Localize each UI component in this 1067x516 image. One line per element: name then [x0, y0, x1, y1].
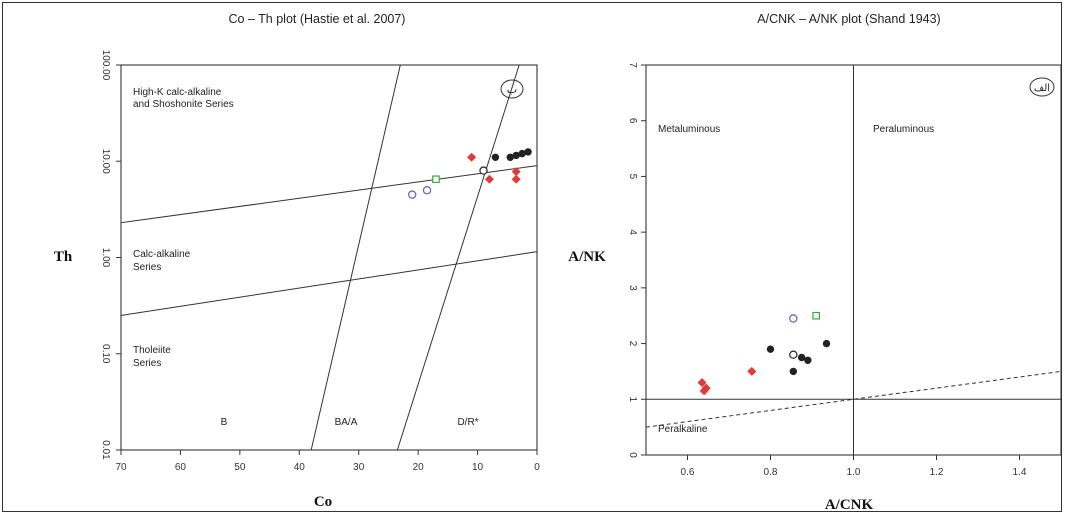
data-point [491, 153, 500, 161]
data-point [789, 314, 798, 323]
region-peraluminous-label: Peraluminous [873, 124, 934, 135]
y-tick-label: 1.00 [100, 248, 111, 268]
region-calc-alkaline-label-2: Series [133, 262, 161, 273]
x-tick-label: 1.0 [847, 467, 861, 478]
boundary-line [396, 64, 520, 451]
data-point [804, 356, 812, 364]
co-th-x-ticks: 70 60 50 40 30 20 10 0 [115, 450, 540, 473]
region-d-r-label: D/R* [457, 417, 478, 428]
y-tick-label: 10.00 [100, 149, 111, 174]
data-point [701, 383, 711, 393]
region-peralkaline-label: Peralkaline [658, 424, 708, 435]
data-point [506, 153, 514, 161]
acnk-ank-panel-marker-icon [1029, 77, 1055, 97]
y-tick-label: 3 [627, 285, 638, 291]
data-point [518, 149, 526, 158]
boundary-line [120, 251, 538, 316]
x-tick-label: 1.4 [1013, 467, 1027, 478]
x-tick-label: 0.8 [764, 467, 778, 478]
acnk-ank-points [697, 311, 831, 396]
region-metaluminous-label: Metaluminous [658, 124, 720, 135]
y-tick-label: 0.01 [100, 440, 111, 460]
data-point [789, 350, 798, 359]
x-tick-label: 10 [472, 462, 484, 473]
x-tick-label: 1.2 [930, 467, 944, 478]
x-tick-label: 0 [534, 462, 540, 473]
data-point [511, 174, 521, 184]
y-tick-label: 1 [627, 397, 638, 403]
figure-svg: Co – Th plot (Hastie et al. 2007) Co Th … [54, 12, 1062, 513]
acnk-ank-title: A/CNK – A/NK plot (Shand 1943) [757, 12, 940, 26]
co-th-boundaries [120, 64, 538, 451]
co-th-title: Co – Th plot (Hastie et al. 2007) [229, 12, 406, 26]
data-point [432, 175, 440, 184]
data-point [408, 190, 417, 199]
co-th-panel-marker-icon [500, 79, 524, 99]
data-point [766, 345, 775, 353]
data-point [789, 367, 798, 376]
data-point [524, 148, 532, 156]
co-th-xlabel: Co [314, 494, 332, 510]
region-high-k-label: High-K calc-alkaline [133, 87, 222, 98]
data-point [422, 186, 432, 195]
region-ba-a-label: BA/A [335, 417, 358, 428]
x-tick-label: 70 [115, 462, 127, 473]
boundary-line [310, 64, 401, 451]
data-point [479, 166, 488, 175]
y-tick-label: 5 [627, 174, 638, 180]
co-th-ylabel: Th [54, 249, 73, 265]
boundary-line [120, 165, 538, 224]
region-b-label: B [221, 417, 228, 428]
co-th-panel-label: ب [507, 84, 517, 96]
y-tick-label: 4 [627, 229, 638, 235]
x-tick-label: 50 [234, 462, 246, 473]
y-tick-label: 2 [627, 341, 638, 347]
region-high-k-label-2: and Shoshonite Series [133, 99, 234, 110]
y-tick-label: 6 [627, 118, 638, 124]
acnk-ank-ylabel: A/NK [568, 249, 606, 265]
region-calc-alkaline-label: Calc-alkaline [133, 249, 191, 260]
acnk-ank-plot: A/CNK – A/NK plot (Shand 1943) A/CNK A/N… [568, 12, 1062, 513]
data-point [697, 378, 707, 388]
data-point [747, 366, 757, 376]
data-point [797, 353, 806, 362]
acnk-ank-panel-label: الف [1034, 83, 1050, 94]
data-point [512, 151, 520, 160]
y-tick-label: 0 [627, 452, 638, 458]
acnk-ank-boundaries [645, 65, 1062, 455]
acnk-ank-y-ticks: 0 1 2 3 4 5 6 7 [627, 62, 646, 458]
data-point [484, 174, 494, 184]
co-th-plot: Co – Th plot (Hastie et al. 2007) Co Th … [54, 12, 540, 510]
acnk-ank-xlabel: A/CNK [825, 497, 874, 511]
x-tick-label: 20 [413, 462, 425, 473]
data-point [467, 152, 477, 162]
x-tick-label: 30 [353, 462, 365, 473]
y-tick-label: 100.00 [100, 50, 111, 81]
co-th-y-ticks: 0.01 0.10 1.00 10.00 100.00 [100, 50, 121, 460]
co-th-points [408, 148, 532, 199]
data-point [812, 311, 820, 320]
region-tholeiite-label: Tholeiite [133, 345, 171, 356]
x-tick-label: 40 [294, 462, 306, 473]
x-tick-label: 60 [175, 462, 187, 473]
y-tick-label: 7 [627, 62, 638, 68]
region-tholeiite-label-2: Series [133, 358, 161, 369]
y-tick-label: 0.10 [100, 344, 111, 364]
data-point [511, 167, 521, 177]
acnk-ank-x-ticks: 0.6 0.8 1.0 1.2 1.4 [681, 455, 1027, 478]
data-point [822, 339, 831, 348]
x-tick-label: 0.6 [681, 467, 695, 478]
